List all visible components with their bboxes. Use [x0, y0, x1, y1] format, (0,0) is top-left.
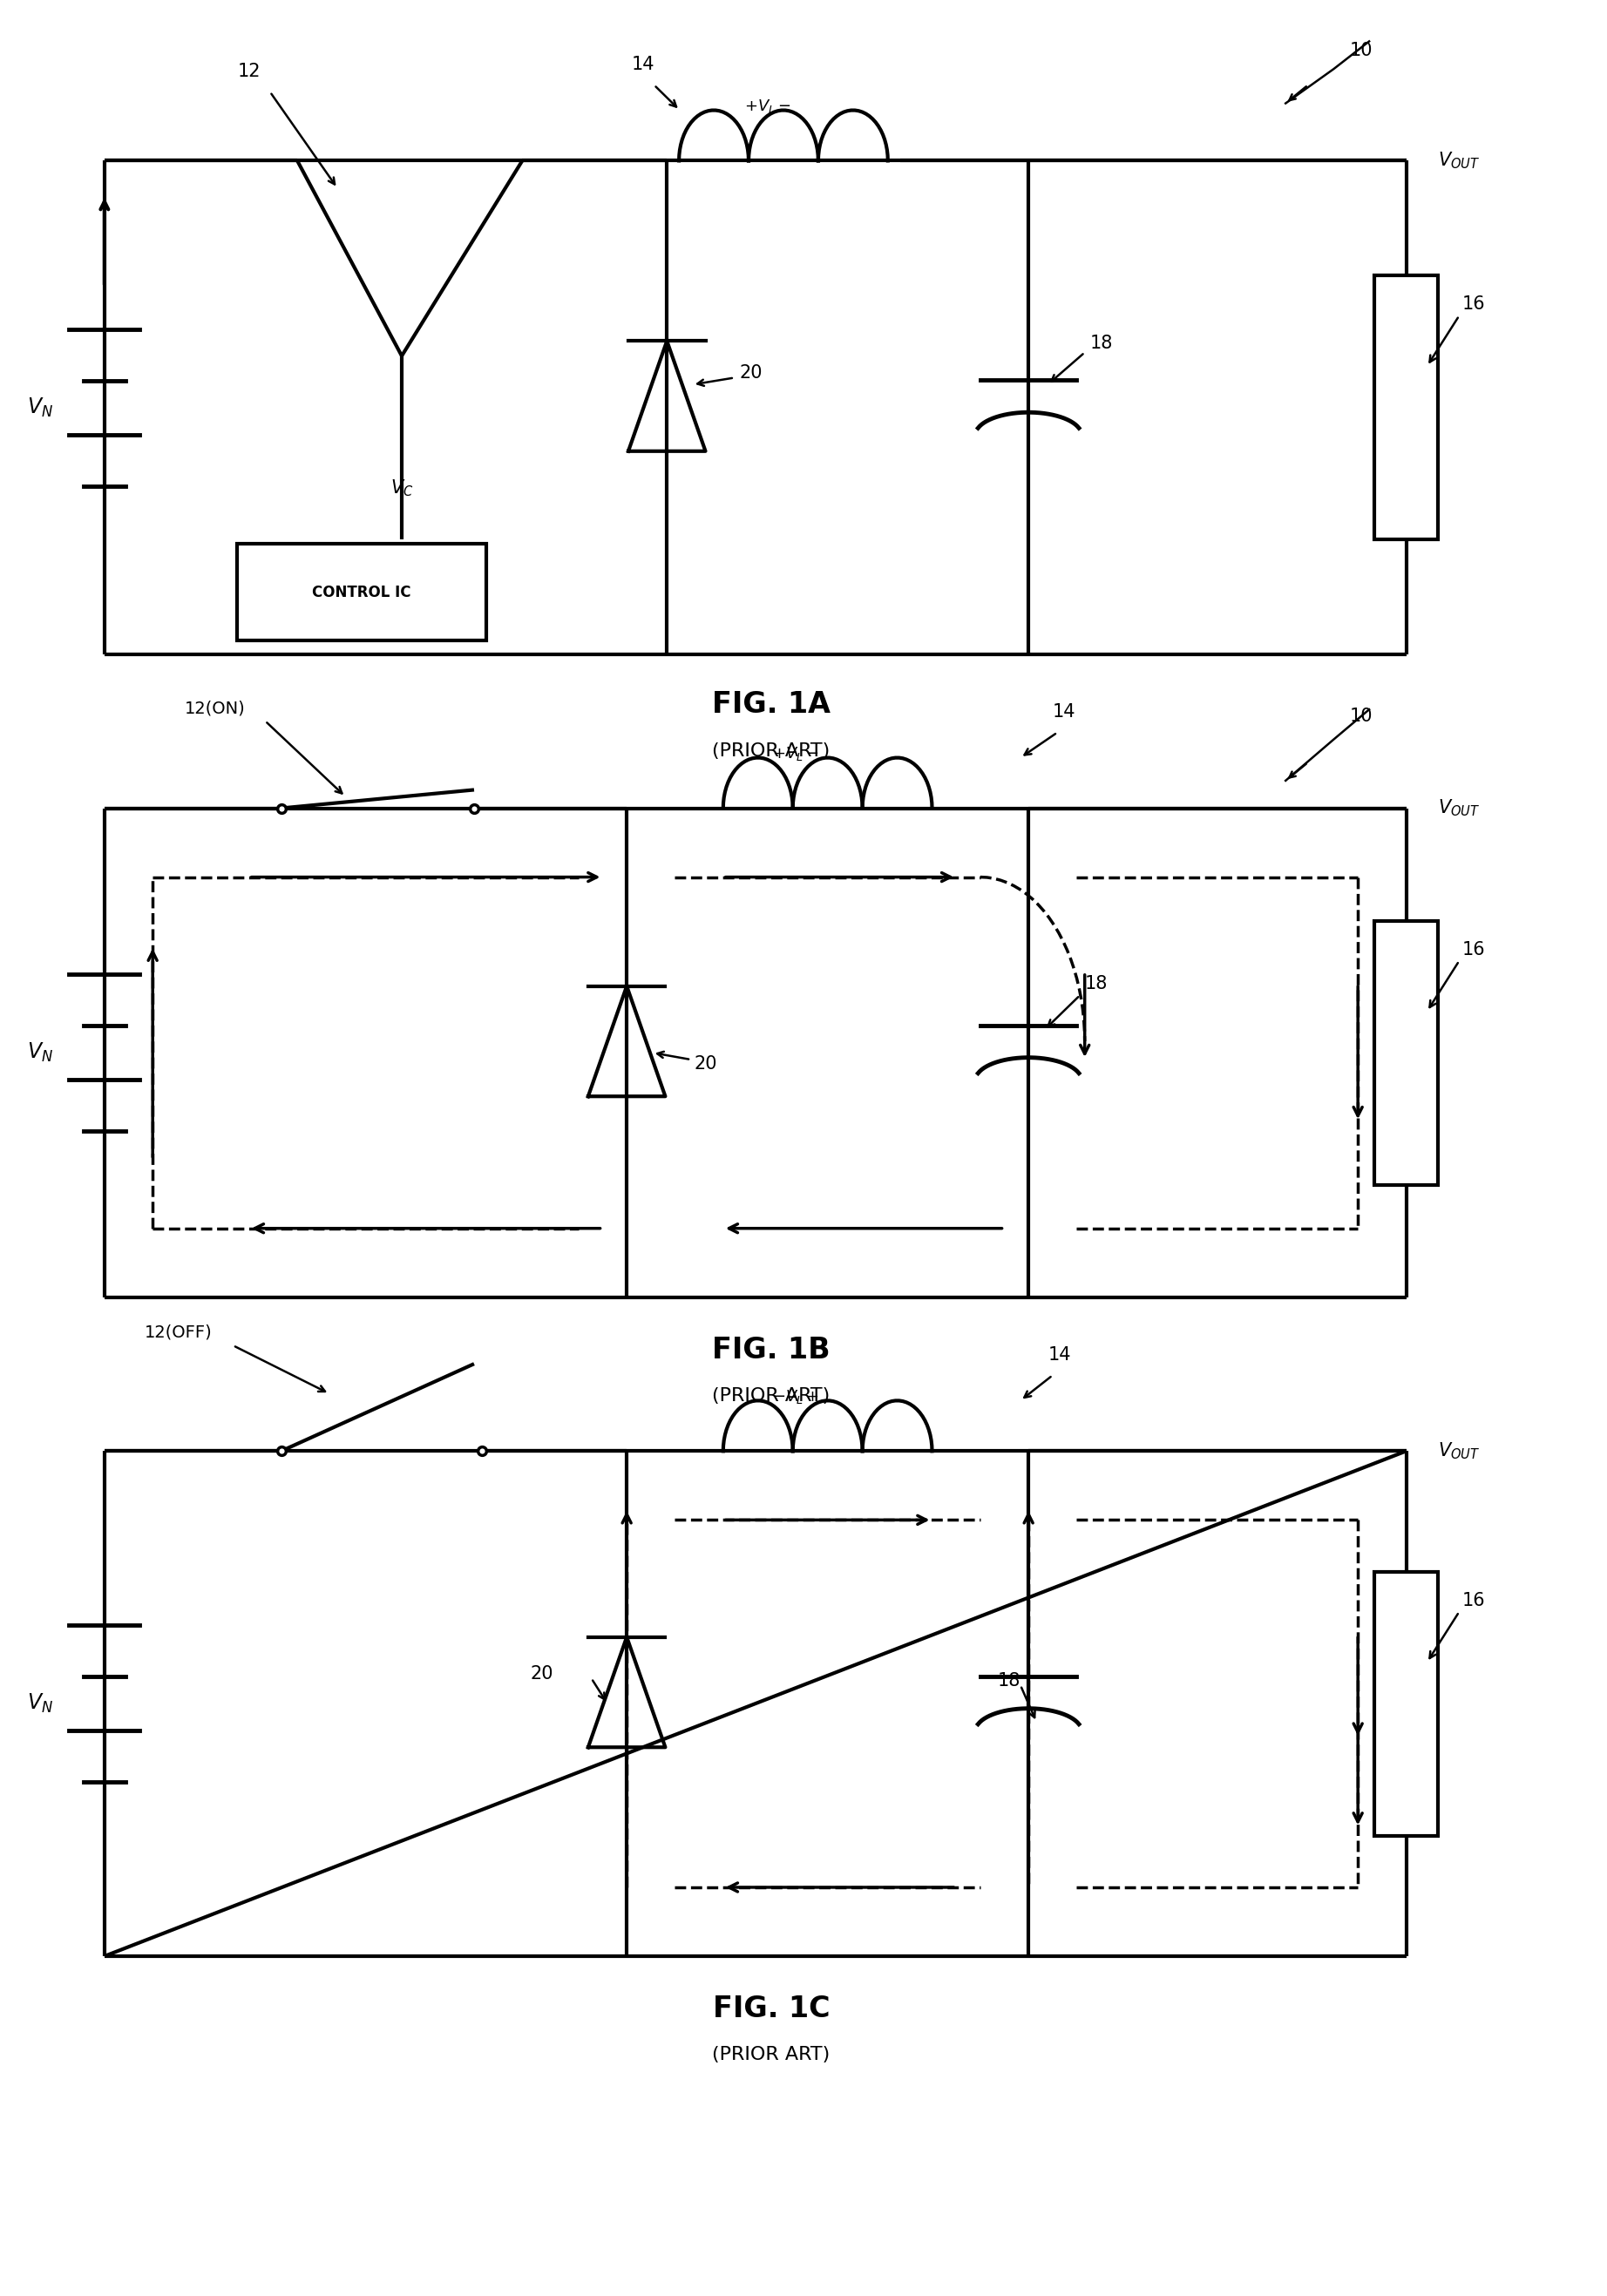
Text: $V_N$: $V_N$ [27, 397, 53, 418]
Text: 18: 18 [998, 1671, 1020, 1690]
Text: 10: 10 [1350, 707, 1372, 726]
Text: $V_N$: $V_N$ [27, 1042, 53, 1063]
Text: 20: 20 [694, 1056, 717, 1072]
Text: 20: 20 [739, 365, 762, 381]
Text: $V_C$: $V_C$ [391, 478, 413, 498]
Bar [1374, 921, 1438, 1185]
Text: (PRIOR ART): (PRIOR ART) [712, 1387, 831, 1405]
Text: 20: 20 [530, 1665, 553, 1683]
Text: 10: 10 [1350, 41, 1372, 60]
Polygon shape [588, 987, 665, 1097]
Text: $V_{OUT}$: $V_{OUT}$ [1438, 1442, 1480, 1460]
Text: (PRIOR ART): (PRIOR ART) [712, 742, 831, 760]
Text: 16: 16 [1462, 941, 1485, 957]
Text: 14: 14 [632, 55, 654, 73]
Text: 18: 18 [1090, 335, 1112, 351]
Text: $+ V_L -$: $+ V_L -$ [771, 744, 820, 762]
Text: 16: 16 [1462, 296, 1485, 312]
Text: $- V_L +$: $- V_L +$ [771, 1387, 820, 1405]
Text: 16: 16 [1462, 1591, 1485, 1609]
Text: $V_{OUT}$: $V_{OUT}$ [1438, 799, 1480, 817]
Text: 12(ON): 12(ON) [185, 700, 246, 716]
Text: 12: 12 [238, 62, 260, 80]
Text: FIG. 1B: FIG. 1B [712, 1336, 831, 1364]
Text: 12(OFF): 12(OFF) [145, 1325, 212, 1341]
Text: FIG. 1A: FIG. 1A [712, 691, 831, 719]
Bar [1374, 276, 1438, 540]
Bar [238, 544, 485, 641]
Text: $V_{OUT}$: $V_{OUT}$ [1438, 152, 1480, 170]
Text: $V_N$: $V_N$ [27, 1692, 53, 1715]
Text: FIG. 1C: FIG. 1C [712, 1995, 831, 2023]
Text: CONTROL IC: CONTROL IC [312, 585, 411, 599]
Text: 14: 14 [1053, 703, 1075, 721]
Polygon shape [588, 1637, 665, 1747]
Text: 14: 14 [1048, 1345, 1070, 1364]
Bar [1374, 1570, 1438, 1837]
Text: 18: 18 [1085, 976, 1107, 992]
Text: $+ V_L -$: $+ V_L -$ [744, 96, 791, 115]
Polygon shape [628, 342, 705, 450]
Text: (PRIOR ART): (PRIOR ART) [712, 2046, 831, 2064]
